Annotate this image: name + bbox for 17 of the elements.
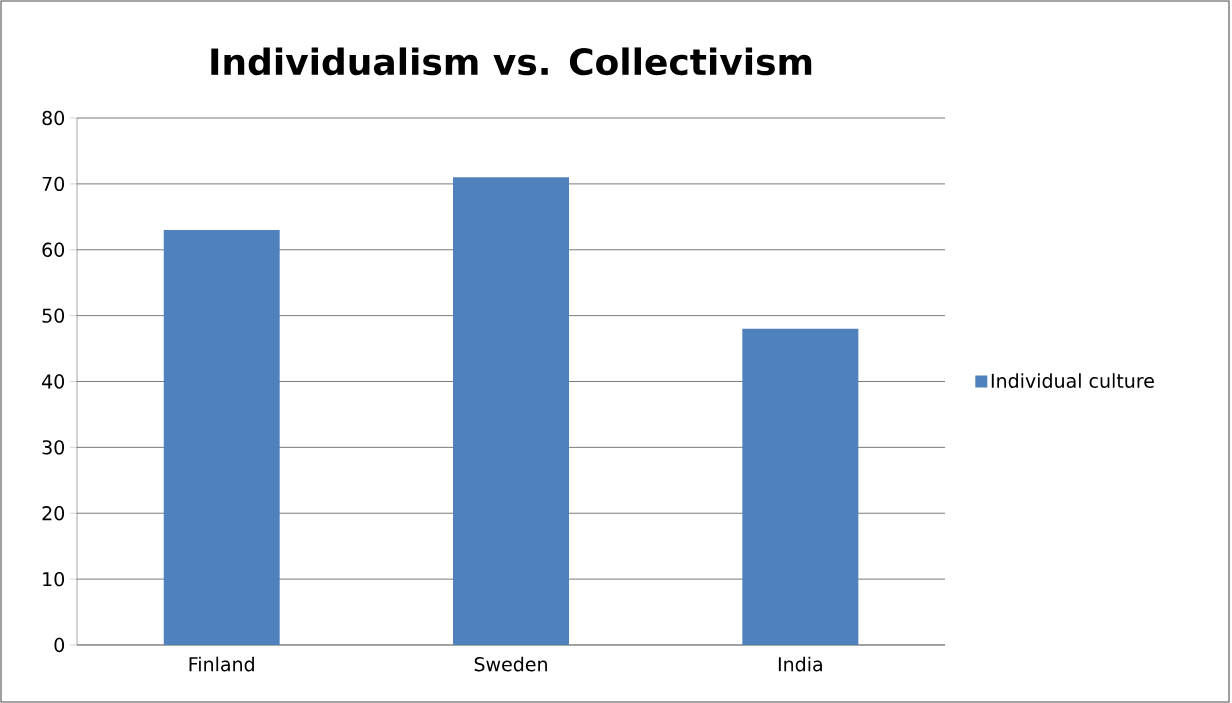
y-tick-label: 50 (42, 308, 65, 323)
y-tick-label: 0 (54, 637, 65, 653)
y-tick-label: 10 (43, 571, 65, 587)
x-tick-label: India (778, 656, 822, 672)
y-tick-label: 20 (42, 506, 65, 521)
x-tick-label: Finland (189, 656, 254, 672)
y-tick-label: 40 (42, 374, 65, 389)
y-tick-label: 30 (42, 440, 65, 455)
legend-label: Individual culture (991, 373, 1154, 388)
bar (163, 229, 280, 645)
y-tick-label: 70 (42, 176, 65, 192)
chart-title: Individualism vs. Collectivism (211, 47, 812, 76)
bar (453, 177, 570, 645)
y-tick-label: 80 (42, 110, 65, 126)
x-tick-label: Sweden (474, 656, 547, 672)
bar (742, 328, 859, 645)
y-tick-label: 60 (42, 242, 65, 257)
